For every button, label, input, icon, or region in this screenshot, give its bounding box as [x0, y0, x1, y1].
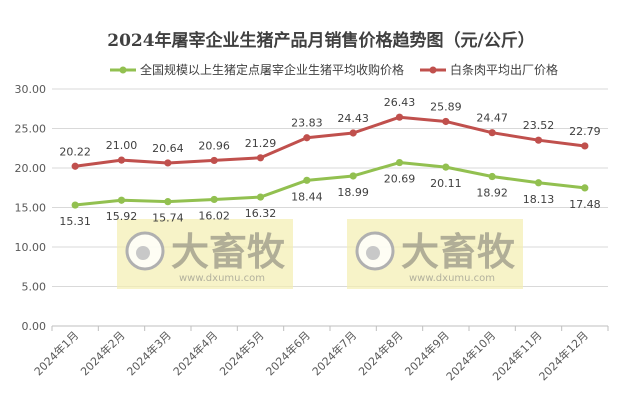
data-label: 18.44 [291, 190, 323, 203]
x-tick-label: 2024年7月 [309, 328, 359, 378]
data-point [534, 179, 543, 187]
data-point [210, 195, 218, 204]
data-label: 15.74 [152, 212, 184, 225]
watermark-url: www.dxumu.com [179, 273, 265, 284]
data-point [395, 158, 404, 167]
data-label: 23.83 [291, 117, 323, 130]
data-label: 15.31 [59, 215, 91, 228]
data-label: 18.92 [476, 187, 508, 200]
legend-marker-purchase [119, 66, 127, 74]
data-label: 20.96 [198, 139, 230, 152]
data-point [349, 172, 357, 180]
x-tick-label: 2024年8月 [355, 328, 405, 378]
data-label: 23.52 [523, 119, 555, 132]
data-point [117, 196, 126, 204]
data-point [581, 142, 589, 150]
x-tick-label: 2024年5月 [216, 328, 266, 378]
y-tick-label: 25.00 [15, 123, 47, 136]
data-point [256, 193, 265, 201]
x-tick-label: 2024年6月 [263, 328, 313, 378]
data-label: 18.13 [523, 193, 555, 206]
series-layer [71, 113, 589, 209]
y-axis: 0.00 5.00 10.00 15.00 20.00 25.00 30.00 [15, 83, 47, 333]
data-point [581, 184, 589, 192]
x-tick-label: 2024年3月 [124, 328, 174, 378]
legend: 全国规模以上生猪定点屠宰企业生猪平均收购价格 白条肉平均出厂价格 [110, 62, 558, 77]
data-label: 22.79 [569, 125, 601, 138]
data-labels: 15.31 15.92 15.74 16.02 16.32 18.44 18.99 20.69… [59, 96, 600, 228]
data-point [256, 154, 265, 162]
y-tick-label: 30.00 [15, 83, 47, 96]
data-point [164, 198, 172, 206]
x-axis: 2024年1月2024年2月2024年3月2024年4月2024年5月2024年… [31, 325, 609, 383]
data-point [117, 156, 126, 164]
watermark-text: 大畜牧 [171, 230, 286, 274]
data-point [164, 159, 172, 167]
data-point [534, 136, 543, 144]
data-label: 18.99 [337, 186, 369, 199]
data-label: 21.00 [106, 139, 138, 152]
data-label: 20.69 [384, 173, 416, 186]
data-point [71, 162, 79, 170]
series-line-0 [75, 161, 585, 207]
y-tick-label: 20.00 [15, 162, 47, 175]
data-label: 16.32 [245, 207, 277, 220]
data-label: 24.43 [337, 112, 369, 125]
data-point [303, 134, 311, 142]
data-point [349, 129, 357, 137]
data-label: 20.64 [152, 142, 184, 155]
data-point [71, 201, 79, 209]
x-tick-label: 2024年9月 [402, 328, 452, 378]
data-label: 20.22 [59, 145, 91, 158]
data-point [442, 163, 450, 171]
data-label: 17.48 [569, 198, 601, 211]
chart-title: 2024年屠宰企业生猪产品月销售价格趋势图（元/公斤） [107, 30, 535, 51]
data-label: 24.47 [476, 112, 508, 125]
data-label: 25.89 [430, 100, 462, 113]
data-label: 15.92 [106, 210, 138, 223]
data-label: 16.02 [198, 209, 230, 222]
legend-marker-carcass [429, 66, 437, 74]
x-tick-label: 2024年12月 [536, 328, 591, 383]
data-point [303, 176, 311, 184]
watermark-logo-icon-center [366, 246, 380, 260]
legend-label-carcass: 白条肉平均出厂价格 [450, 62, 558, 77]
y-tick-label: 5.00 [22, 281, 47, 294]
legend-item-purchase: 全国规模以上生猪定点屠宰企业生猪平均收购价格 [110, 62, 404, 77]
y-tick-label: 15.00 [15, 202, 47, 215]
x-tick-label: 2024年2月 [77, 328, 127, 378]
data-point [488, 129, 496, 137]
series-line-1 [74, 115, 586, 168]
x-tick-label: 2024年1月 [31, 328, 81, 378]
data-point [488, 172, 496, 181]
watermark-url: www.dxumu.com [409, 273, 495, 284]
data-label: 20.11 [430, 177, 462, 190]
watermark-text: 大畜牧 [401, 230, 516, 274]
legend-label-purchase: 全国规模以上生猪定点屠宰企业生猪平均收购价格 [140, 62, 404, 77]
data-label: 21.29 [245, 137, 277, 150]
data-point [442, 117, 450, 126]
y-tick-label: 0.00 [22, 320, 47, 333]
data-point [395, 113, 404, 121]
x-tick-label: 2024年4月 [170, 328, 220, 378]
watermark-logo-icon-center [136, 246, 150, 260]
legend-item-carcass: 白条肉平均出厂价格 [420, 62, 558, 77]
data-label: 26.43 [384, 96, 416, 109]
data-point [210, 156, 218, 165]
y-tick-label: 10.00 [15, 241, 47, 254]
